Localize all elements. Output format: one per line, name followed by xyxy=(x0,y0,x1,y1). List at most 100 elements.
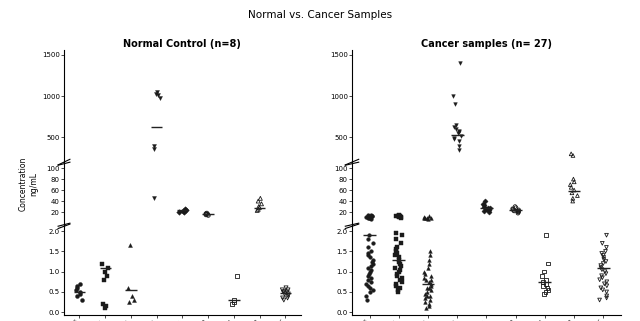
Point xyxy=(280,291,290,297)
Point xyxy=(201,211,211,216)
Point xyxy=(279,289,289,294)
Point xyxy=(361,293,371,299)
Point xyxy=(365,255,375,260)
Point xyxy=(203,212,213,217)
Point xyxy=(364,269,374,274)
Point xyxy=(454,128,465,133)
Point xyxy=(395,261,405,266)
Point xyxy=(513,210,523,215)
Point xyxy=(597,241,607,246)
Point xyxy=(509,208,519,213)
Point xyxy=(150,92,161,97)
Point xyxy=(478,201,488,206)
Point xyxy=(365,267,376,272)
Point xyxy=(484,208,494,213)
Point xyxy=(77,298,88,303)
Point xyxy=(364,271,374,276)
Point xyxy=(483,205,493,210)
Point xyxy=(363,273,373,278)
Point xyxy=(178,208,188,213)
Point xyxy=(596,267,607,272)
Point xyxy=(364,289,374,294)
Point xyxy=(454,60,465,65)
Point xyxy=(448,93,458,99)
Point xyxy=(481,207,491,212)
Point xyxy=(419,269,429,274)
Point xyxy=(596,251,607,256)
Point xyxy=(513,207,524,213)
Point xyxy=(513,208,523,213)
Point xyxy=(508,207,518,212)
Point xyxy=(421,215,431,220)
Point xyxy=(148,196,159,201)
Point xyxy=(601,259,611,264)
Point xyxy=(598,287,608,292)
Point xyxy=(596,273,607,278)
Point xyxy=(426,281,436,286)
Point xyxy=(100,269,110,274)
Point xyxy=(599,257,609,262)
Point xyxy=(602,295,612,300)
Point xyxy=(129,298,139,303)
Point xyxy=(368,257,378,262)
Point xyxy=(568,177,579,182)
Point xyxy=(254,205,264,210)
Point xyxy=(569,187,579,193)
Point xyxy=(72,293,82,299)
Point xyxy=(365,279,376,284)
Point xyxy=(74,289,84,294)
Point xyxy=(541,277,551,282)
Point xyxy=(394,259,404,264)
Point xyxy=(72,285,83,291)
Point xyxy=(543,287,554,292)
Point xyxy=(367,214,378,219)
Point xyxy=(456,133,466,138)
Point xyxy=(449,125,460,130)
Point xyxy=(97,261,108,266)
Point xyxy=(454,143,464,148)
Point xyxy=(542,285,552,291)
Title: Normal Control (n=8): Normal Control (n=8) xyxy=(124,39,241,49)
Point xyxy=(149,146,159,152)
Point xyxy=(541,281,551,286)
Point xyxy=(255,196,266,201)
Point xyxy=(100,306,110,311)
Point xyxy=(396,241,406,246)
Point xyxy=(392,271,402,276)
Point xyxy=(179,210,189,215)
Point xyxy=(364,233,374,238)
Point xyxy=(422,285,432,291)
Point xyxy=(396,213,406,219)
Point xyxy=(567,190,577,195)
Point xyxy=(365,285,376,291)
Point xyxy=(511,205,521,210)
Point xyxy=(596,263,606,268)
Point xyxy=(362,237,372,242)
Point xyxy=(602,279,612,284)
Point xyxy=(566,185,576,190)
Point xyxy=(203,213,213,218)
Point xyxy=(420,306,431,311)
Point xyxy=(424,304,435,309)
Point xyxy=(281,285,291,291)
Point xyxy=(394,255,404,260)
Point xyxy=(180,207,190,212)
Point xyxy=(420,299,430,305)
Point xyxy=(283,293,293,299)
Point xyxy=(365,215,376,220)
Point xyxy=(393,213,403,219)
Point xyxy=(363,213,373,219)
Point xyxy=(392,273,402,278)
Point xyxy=(361,214,371,220)
Point xyxy=(395,277,405,282)
Point xyxy=(102,273,113,278)
Point xyxy=(426,277,436,282)
Point xyxy=(419,215,429,220)
Point xyxy=(362,283,372,288)
Point xyxy=(394,269,404,274)
Point xyxy=(97,301,108,307)
Point xyxy=(394,257,404,262)
Point xyxy=(452,131,463,136)
Point xyxy=(595,277,605,282)
Point xyxy=(278,289,289,294)
